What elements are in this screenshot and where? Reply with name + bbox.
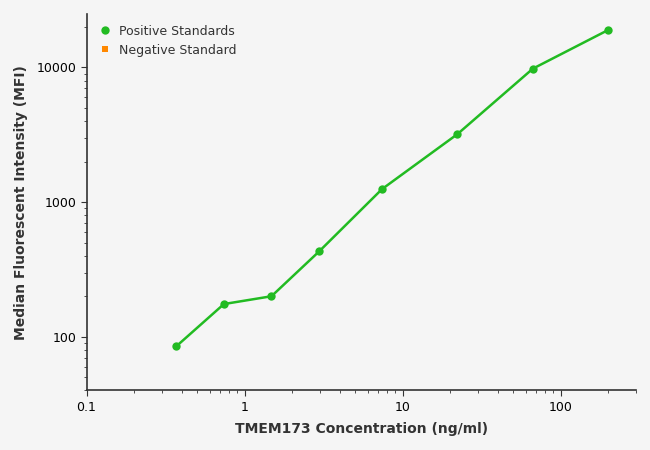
Positive Standards [172,344,180,349]
Negative Standard [454,405,462,410]
Negative Standard [172,405,180,410]
X-axis label: TMEM173 Concentration (ng/ml): TMEM173 Concentration (ng/ml) [235,422,488,436]
Negative Standard [315,405,323,410]
Y-axis label: Median Fluorescent Intensity (MFI): Median Fluorescent Intensity (MFI) [14,65,28,340]
Line: Negative Standard: Negative Standard [173,404,612,411]
Positive Standards [378,186,386,192]
Negative Standard [220,405,228,410]
Positive Standards [604,27,612,33]
Line: Positive Standards: Positive Standards [172,26,612,351]
Positive Standards [268,293,276,299]
Positive Standards [454,131,462,137]
Positive Standards [220,302,228,307]
Negative Standard [604,405,612,410]
Negative Standard [268,405,276,410]
Negative Standard [378,405,386,410]
Legend: Positive Standards, Negative Standard: Positive Standards, Negative Standard [93,20,242,63]
Positive Standards [315,249,323,254]
Negative Standard [529,405,537,410]
Positive Standards [529,66,537,72]
